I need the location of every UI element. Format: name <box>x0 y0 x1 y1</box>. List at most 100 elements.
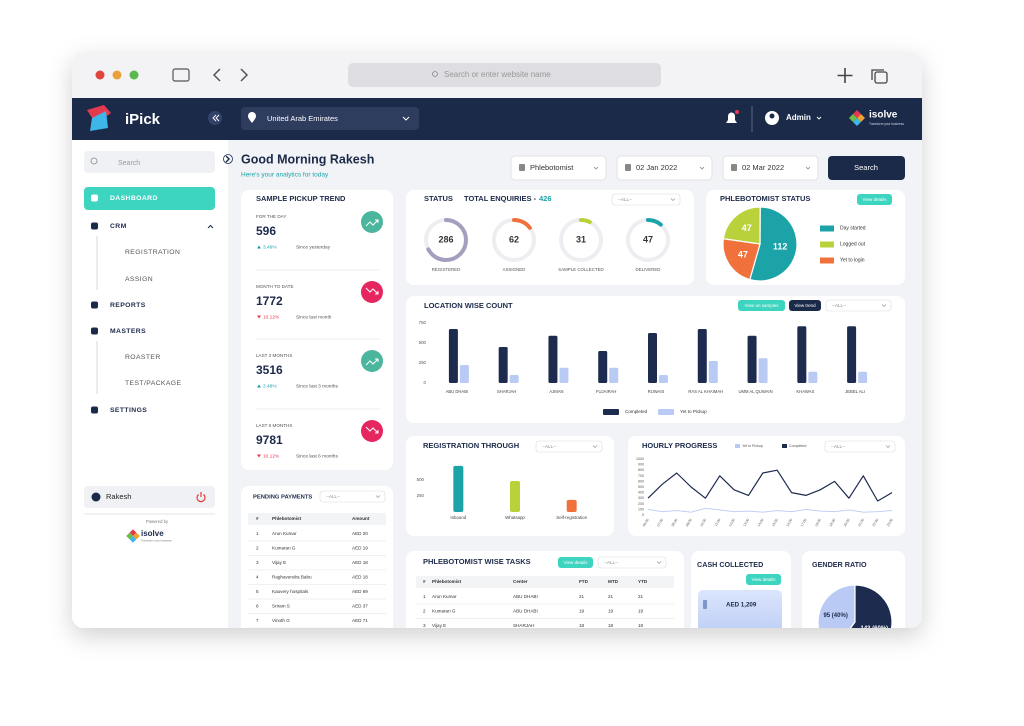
select[interactable] <box>825 299 892 312</box>
table-cell: 21 <box>638 594 644 599</box>
slice-label: 47 <box>738 249 748 259</box>
button-label: View details <box>752 577 777 582</box>
bar <box>609 367 619 383</box>
ring-arc <box>424 218 468 262</box>
x-tick-label: 09:00 <box>685 518 693 527</box>
bar <box>509 375 519 383</box>
bar <box>858 371 868 383</box>
menu-item[interactable]: ASSIGN <box>125 276 153 283</box>
tabs-icon[interactable] <box>874 71 888 84</box>
menu-item[interactable]: SETTINGS <box>110 407 147 414</box>
select[interactable] <box>611 193 681 206</box>
bar <box>808 371 818 383</box>
select[interactable] <box>597 556 667 569</box>
chevron <box>593 166 599 170</box>
table-header <box>248 513 386 525</box>
y-tick-label: 100 <box>638 507 644 511</box>
metric-change: 3.48% <box>263 244 277 250</box>
filter-select[interactable] <box>616 155 713 181</box>
table-cell: 2 <box>256 546 259 551</box>
bar <box>566 499 577 512</box>
cash-card <box>698 590 782 628</box>
menu-item[interactable]: TEST/PACKAGE <box>125 380 181 387</box>
location-select[interactable] <box>241 107 419 130</box>
filter-value: 02 Mar 2022 <box>742 163 784 172</box>
search-box[interactable] <box>84 151 215 173</box>
menu-item[interactable]: REGISTRATION <box>125 249 180 256</box>
legend-label: Day started <box>840 225 866 231</box>
menu-item[interactable]: ROASTER <box>125 354 161 361</box>
metric-label: MONTH TO DATE <box>256 284 294 289</box>
select[interactable] <box>824 440 896 453</box>
collapse-button[interactable] <box>208 111 222 125</box>
chevron <box>699 166 705 170</box>
select[interactable] <box>319 490 386 503</box>
address-bar[interactable] <box>348 63 661 87</box>
sidebar <box>72 140 228 628</box>
metric-label: FOR THE DAY <box>256 214 286 219</box>
filter-icon <box>625 164 631 171</box>
trend-icon <box>361 281 383 303</box>
metric-value: 9781 <box>256 433 283 447</box>
menu-item[interactable]: MASTERS <box>110 328 146 335</box>
metric-since: Since last 6 months <box>296 453 338 459</box>
button[interactable] <box>558 557 593 568</box>
bell-icon[interactable] <box>726 112 737 123</box>
card-title: SAMPLE PICKUP TREND <box>256 194 346 203</box>
card-title: PHLEBOTOMIST WISE TASKS <box>423 557 531 566</box>
metric-value: 1772 <box>256 294 283 308</box>
y-tick-label: 500 <box>638 485 644 489</box>
power-icon[interactable] <box>196 492 206 503</box>
table-cell: 6 <box>256 604 259 609</box>
search-button[interactable] <box>828 156 905 180</box>
forward-arrow[interactable] <box>240 68 249 82</box>
user-name[interactable]: Admin <box>786 113 811 122</box>
back-arrow[interactable] <box>212 68 221 82</box>
legend-swatch <box>820 257 834 264</box>
bar <box>448 329 458 383</box>
bar <box>498 347 508 383</box>
pie-slice <box>749 206 798 282</box>
card-title: CASH COLLECTED <box>697 560 763 569</box>
menu-item[interactable]: CRM <box>110 223 127 230</box>
table-cell: 19 <box>608 609 614 614</box>
card <box>241 190 393 470</box>
button[interactable] <box>789 300 821 311</box>
bar <box>747 335 757 383</box>
x-tick-label: 13:00 <box>742 518 750 527</box>
table-cell: AED 18 <box>352 560 368 565</box>
column-header: Amount <box>352 516 370 521</box>
slice-label: 143 (60%) <box>860 626 888 632</box>
cash-icon <box>703 600 707 609</box>
table-cell: 19 <box>579 609 585 614</box>
x-tick-label: 21:00 <box>857 518 865 527</box>
table-cell: Raghavendra Babu <box>272 575 312 580</box>
button[interactable] <box>738 300 785 311</box>
window-dot <box>112 70 122 80</box>
button[interactable] <box>746 574 781 585</box>
location-value: United Arab Emirates <box>267 114 338 123</box>
button[interactable] <box>857 194 892 205</box>
filter-select[interactable] <box>722 155 819 181</box>
ring-label: ASSIGNED <box>503 267 526 272</box>
filter-select[interactable] <box>510 155 607 181</box>
window-content: Search or enter website name iPick United … <box>72 52 922 632</box>
filter-value: Phlebotomist <box>530 163 574 172</box>
total-label: TOTAL ENQUIRIES - <box>464 194 537 203</box>
pie-slice <box>832 584 893 628</box>
menu-item[interactable]: REPORTS <box>110 302 146 309</box>
y-tick-label: 600 <box>638 479 644 483</box>
user-icon-head <box>769 113 775 119</box>
button-label: Search <box>854 163 878 172</box>
card-title: GENDER RATIO <box>812 560 867 569</box>
legend-swatch <box>820 241 834 248</box>
table-cell: SHARJAH <box>513 623 534 628</box>
select[interactable] <box>535 440 603 453</box>
ring-value: 31 <box>576 234 586 244</box>
filter-value: 02 Jan 2022 <box>636 163 677 172</box>
menu-item[interactable]: DASHBOARD <box>110 195 158 202</box>
new-tab[interactable] <box>837 68 853 83</box>
sidebar-toggle[interactable] <box>172 68 190 82</box>
trend-arrow <box>365 287 379 295</box>
slice-label: 47 <box>742 223 752 233</box>
